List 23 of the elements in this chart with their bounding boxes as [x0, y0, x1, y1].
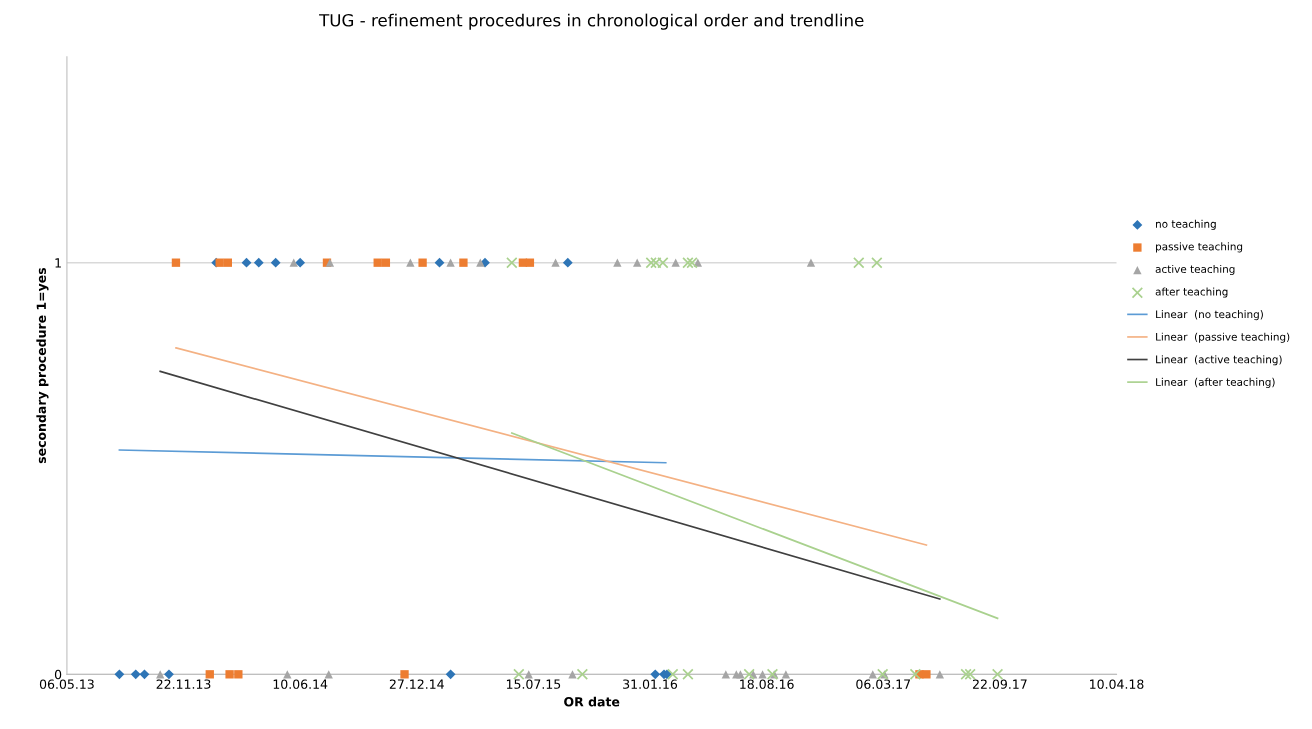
x-tick-label: 06.03.17	[856, 679, 911, 689]
legend-label: Linear (after teaching)	[1156, 377, 1275, 388]
legend-label: after teaching	[1155, 287, 1228, 298]
y-axis-title: secondary procedure 1=yes	[36, 267, 49, 464]
legend-label: passive teaching	[1156, 242, 1243, 253]
x-tick-label: 18.08.16	[740, 679, 794, 689]
x-tick-label: 22.09.17	[972, 679, 1027, 689]
legend-label: Linear (active teaching)	[1156, 355, 1282, 366]
x-tick-label: 31.01.16	[623, 679, 678, 689]
chart-title: TUG - refinement procedures in chronological order and trendline	[319, 13, 864, 30]
legend-label: active teaching	[1155, 264, 1235, 276]
x-tick-label: 22.11.13	[156, 679, 211, 689]
x-axis-title: OR date	[564, 696, 620, 707]
legend-label: no teaching	[1156, 219, 1216, 230]
x-tick-label: 10.04.18	[1090, 679, 1144, 689]
x-tick-label: 10.06.14	[273, 679, 328, 689]
y-tick-label: 0	[54, 669, 62, 680]
legend-label: Linear (no teaching)	[1156, 310, 1263, 321]
legend-label: Linear (passive teaching)	[1156, 332, 1290, 343]
x-tick-label: 06.05.13	[39, 679, 94, 689]
x-tick-label: 15.07.15	[506, 679, 561, 689]
y-tick-label: 1	[55, 258, 61, 268]
x-tick-label: 27.12.14	[389, 679, 444, 689]
